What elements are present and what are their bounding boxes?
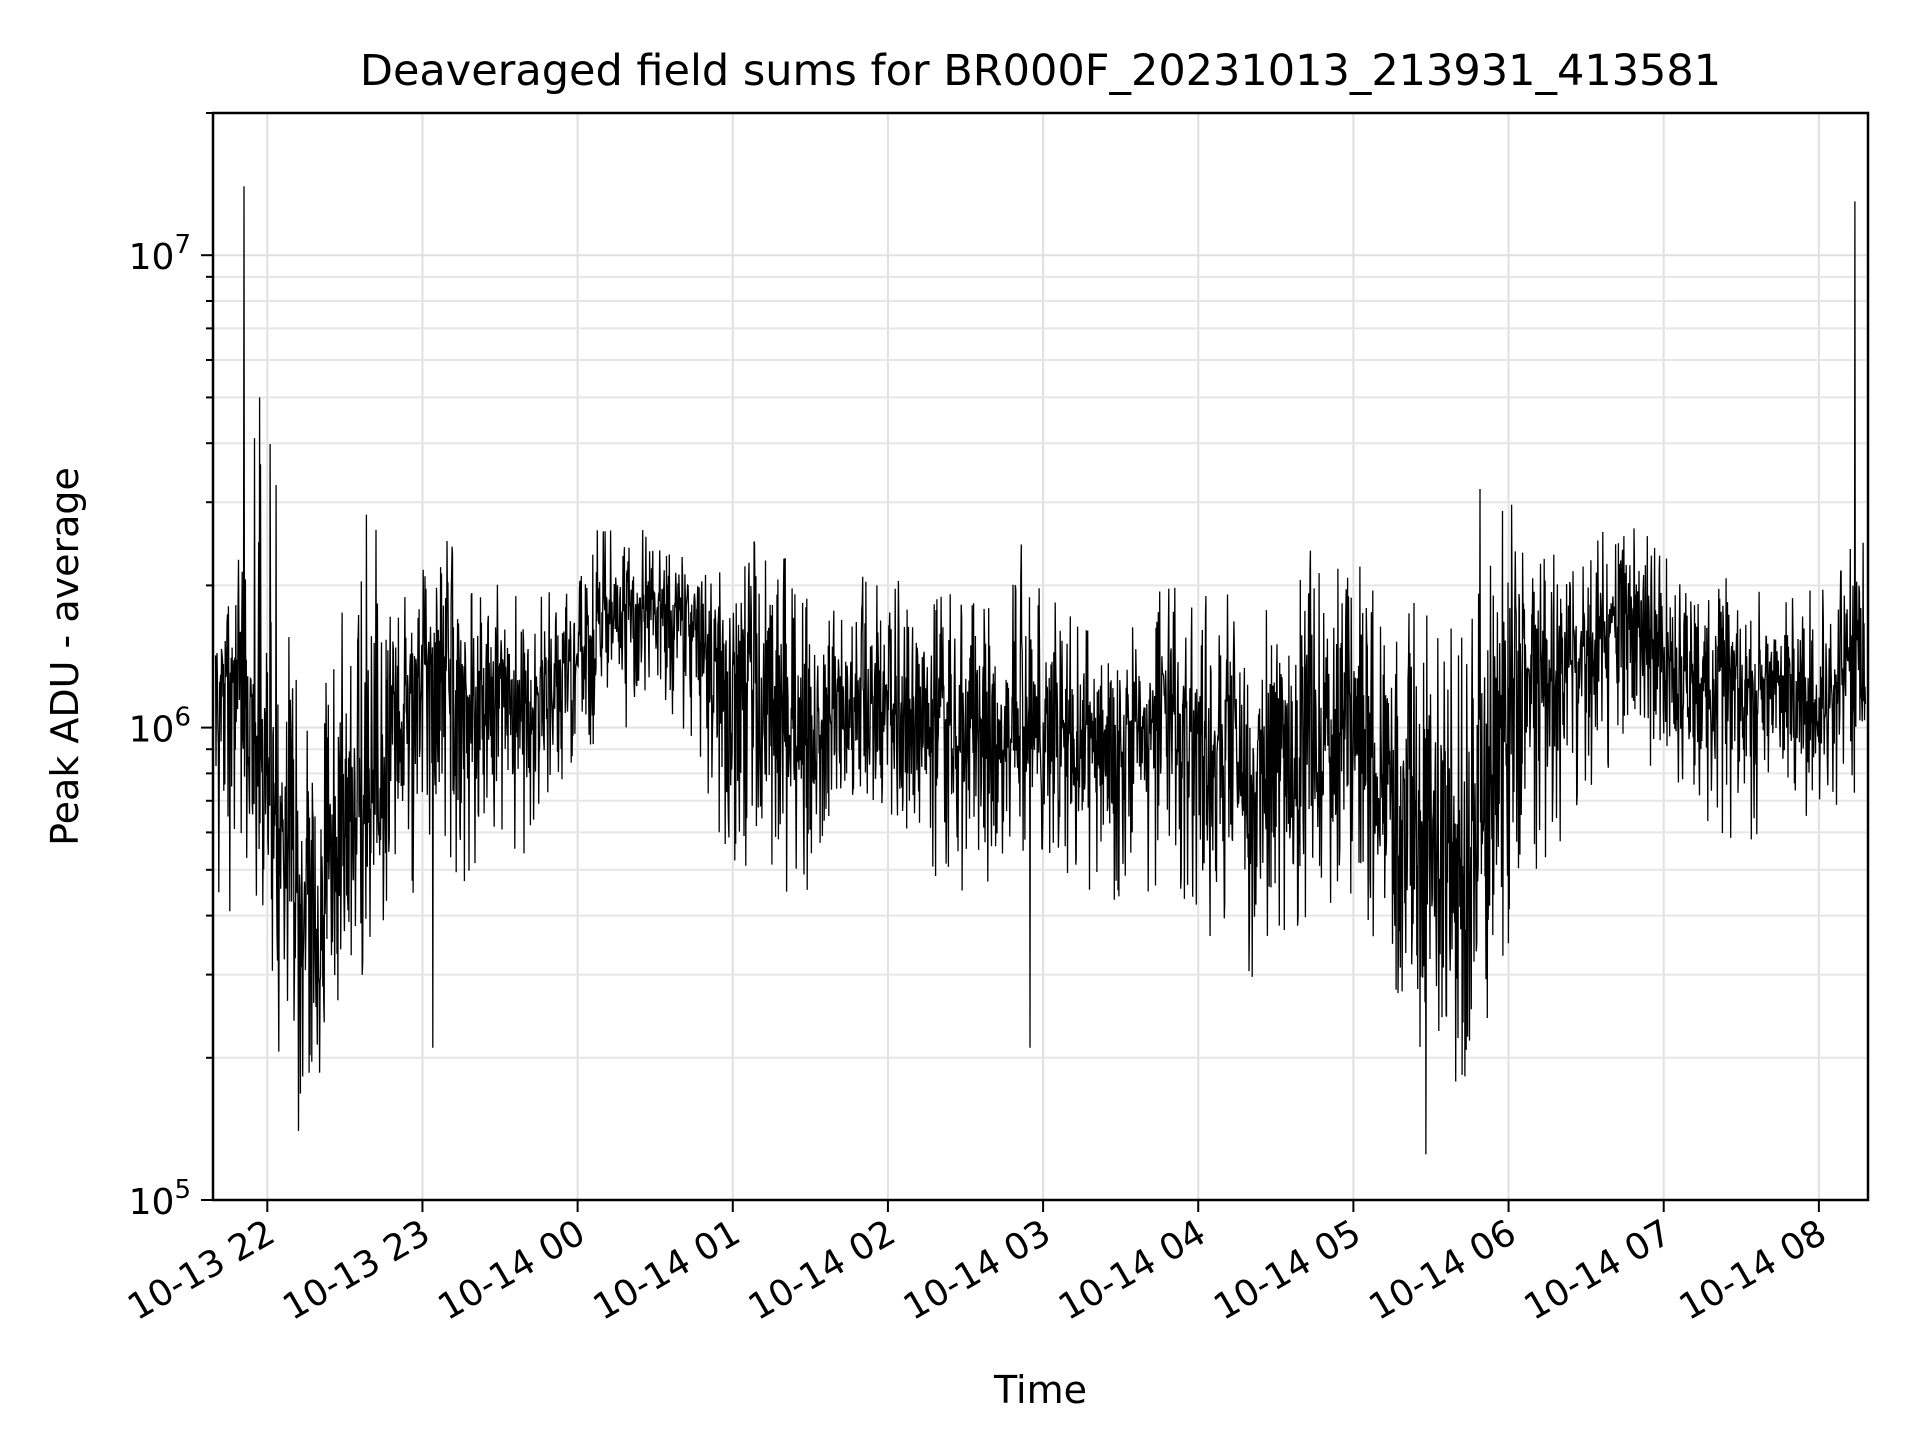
plot-area <box>214 186 1867 1155</box>
y-tick-label: 107 <box>129 230 191 278</box>
series-line <box>214 186 1867 1155</box>
x-axis-label: Time <box>993 1368 1087 1412</box>
y-tick-label: 105 <box>129 1175 191 1223</box>
y-axis: 105 106 107 <box>129 112 213 1223</box>
plot-frame <box>211 111 1870 1202</box>
y-tick-label: 106 <box>129 703 191 751</box>
y-axis-label: Peak ADU - average <box>43 467 87 846</box>
chart-title: Deaveraged field sums for BR000F_2023101… <box>360 46 1721 96</box>
